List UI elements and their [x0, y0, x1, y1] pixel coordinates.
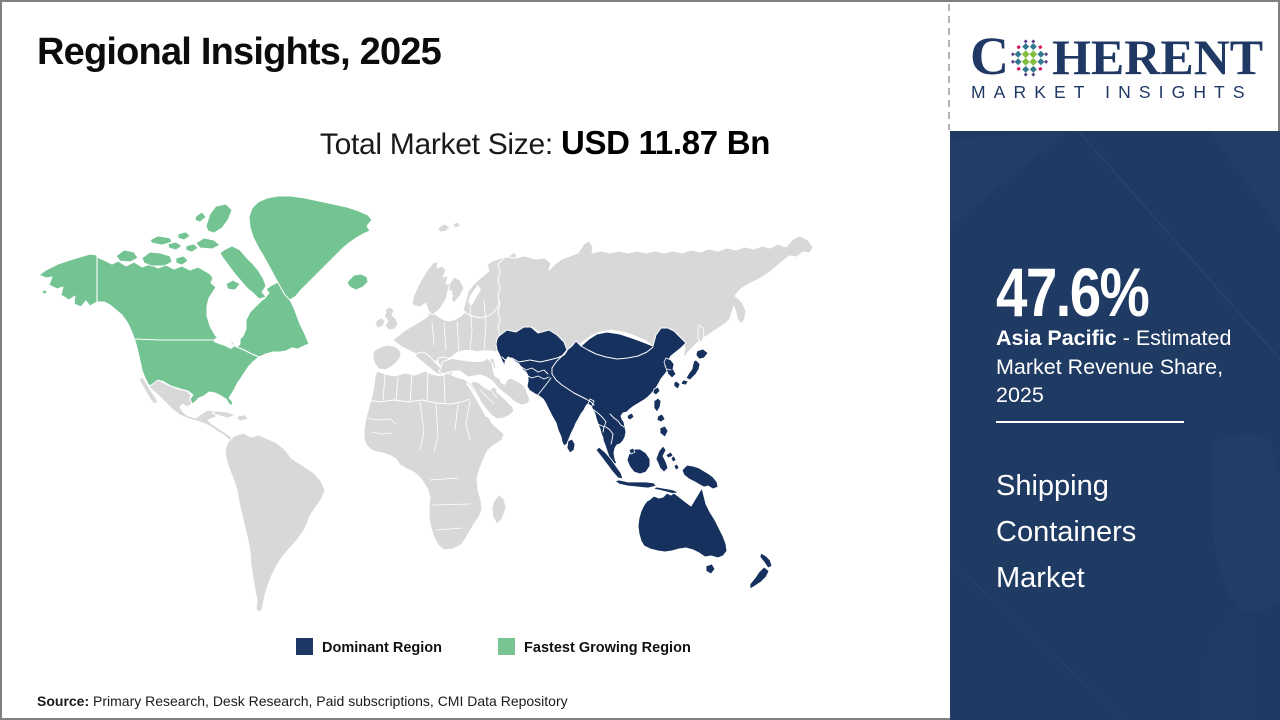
svg-text:HERENT: HERENT	[1052, 29, 1263, 85]
svg-text:C: C	[970, 26, 1009, 86]
svg-text:MARKET INSIGHTS: MARKET INSIGHTS	[971, 82, 1253, 102]
